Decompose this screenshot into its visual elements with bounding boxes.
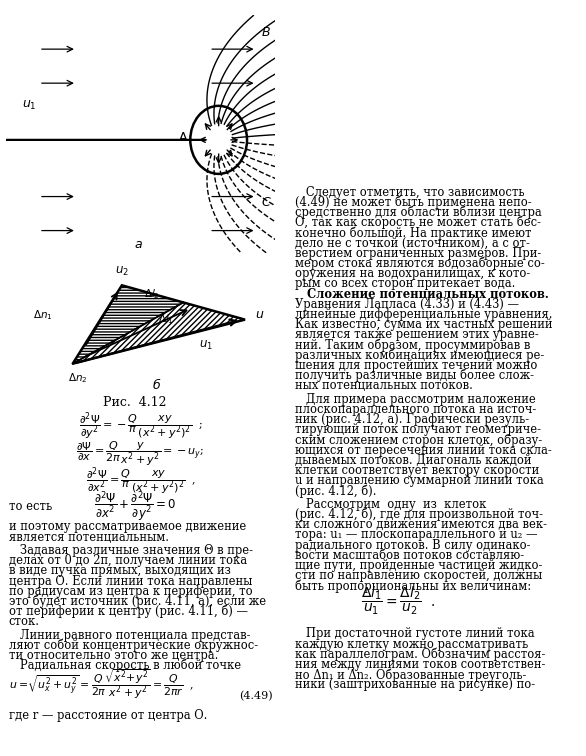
Text: и поэтому рассматриваемое движение: и поэтому рассматриваемое движение: [9, 520, 246, 534]
Text: вости масштабов потоков составляю-: вости масштабов потоков составляю-: [295, 549, 524, 562]
Text: получить различные виды более слож-: получить различные виды более слож-: [295, 369, 534, 383]
Text: ти относительно этого же центра.: ти относительно этого же центра.: [9, 649, 218, 662]
Text: (4.49) не может быть применена непо-: (4.49) не может быть применена непо-: [295, 196, 532, 209]
Text: (4.49): (4.49): [239, 691, 272, 702]
Text: Как известно, сумма их частных решений: Как известно, сумма их частных решений: [295, 318, 552, 331]
Text: тирующий поток получают геометриче-: тирующий поток получают геометриче-: [295, 423, 541, 436]
Text: $u_1$: $u_1$: [199, 339, 213, 352]
Text: линейные дифференциальные уравнения.: линейные дифференциальные уравнения.: [295, 308, 552, 321]
Text: Радиальная скорость в любой точке: Радиальная скорость в любой точке: [9, 659, 241, 673]
Text: $\dfrac{\partial^2\Psi}{\partial x^2}+\dfrac{\partial^2\Psi}{\partial y^2}=0$: $\dfrac{\partial^2\Psi}{\partial x^2}+\d…: [94, 489, 176, 524]
Text: ных потенциальных потоков.: ных потенциальных потоков.: [295, 380, 473, 392]
Text: щие пути, пройденные частицей жидко-: щие пути, пройденные частицей жидко-: [295, 559, 542, 572]
Text: C: C: [261, 196, 270, 209]
Text: делах от 0 до 2π, получаем линии тока: делах от 0 до 2π, получаем линии тока: [9, 554, 247, 567]
Text: плоскопараллельного потока на источ-: плоскопараллельного потока на источ-: [295, 403, 536, 416]
Text: При достаточной густоте линий тока: При достаточной густоте линий тока: [295, 627, 534, 640]
Text: а: а: [134, 238, 142, 251]
Text: $u$: $u$: [255, 308, 264, 321]
Polygon shape: [73, 285, 183, 364]
Text: О, так как скорость не может стать бес-: О, так как скорость не может стать бес-: [295, 216, 541, 229]
Text: ники (заштрихованные на рисунке) по-: ники (заштрихованные на рисунке) по-: [295, 678, 535, 692]
Text: Задавая различные значения Θ в пре-: Задавая различные значения Θ в пре-: [9, 544, 253, 557]
Text: Следует отметить, что зависимость: Следует отметить, что зависимость: [295, 185, 524, 199]
Text: $\Delta l_1$: $\Delta l_1$: [158, 311, 174, 326]
Text: Рис.  4.12: Рис. 4.12: [103, 396, 166, 409]
Text: $\Delta n_2$: $\Delta n_2$: [68, 371, 87, 386]
Text: б: б: [152, 380, 160, 392]
Text: как параллелограм. Обозначим расстоя-: как параллелограм. Обозначим расстоя-: [295, 648, 545, 661]
Text: является также решением этих уравне-: является также решением этих уравне-: [295, 328, 539, 342]
Text: быть пропорциональны их величинам:: быть пропорциональны их величинам:: [295, 579, 531, 593]
Text: A: A: [179, 131, 188, 144]
Text: $u_2$: $u_2$: [115, 265, 129, 278]
Polygon shape: [73, 302, 245, 364]
Text: Для примера рассмотрим наложение: Для примера рассмотрим наложение: [295, 392, 536, 406]
Text: радиального потоков. В силу одинако-: радиального потоков. В силу одинако-: [295, 539, 530, 552]
Text: в виде пучка прямых, выходящих из: в виде пучка прямых, выходящих из: [9, 564, 231, 578]
Text: дело не с точкой (источником), а с от-: дело не с точкой (источником), а с от-: [295, 237, 530, 249]
Text: ющихся от пересечения линий тока скла-: ющихся от пересечения линий тока скла-: [295, 444, 551, 457]
Text: различных комбинациях имеющиеся ре-: различных комбинациях имеющиеся ре-: [295, 349, 544, 362]
Text: $\dfrac{\partial^2\Psi}{\partial y^2}=-\dfrac{Q}{\pi}\dfrac{xy}{(x^2+y^2)^2}$  ;: $\dfrac{\partial^2\Psi}{\partial y^2}=-\…: [79, 411, 203, 442]
Text: средственно для области вблизи центра: средственно для области вблизи центра: [295, 206, 541, 219]
Text: клетки соответствует вектору скорости: клетки соответствует вектору скорости: [295, 464, 539, 477]
Text: (рис. 4.12, б), где для произвольной точ-: (рис. 4.12, б), где для произвольной точ…: [295, 508, 543, 522]
Text: Уравнения Лапласа (4.33) и (4.43) —: Уравнения Лапласа (4.33) и (4.43) —: [295, 298, 519, 311]
Text: от периферии к центру (рис. 4.11, б) —: от периферии к центру (рис. 4.11, б) —: [9, 605, 248, 618]
Text: ским сложением сторон клеток, образу-: ским сложением сторон клеток, образу-: [295, 433, 542, 447]
Text: является потенциальным.: является потенциальным.: [9, 531, 169, 544]
Text: каждую клетку можно рассматривать: каждую клетку можно рассматривать: [295, 637, 528, 651]
Text: центра О. Если линии тока направлены: центра О. Если линии тока направлены: [9, 575, 252, 587]
Text: ки сложного движения имеются два век-: ки сложного движения имеются два век-: [295, 519, 547, 531]
Text: ник (рис. 4.12, а). Графически резуль-: ник (рис. 4.12, а). Графически резуль-: [295, 413, 529, 426]
Text: оружения на водохранилищах, к кото-: оружения на водохранилищах, к кото-: [295, 267, 530, 280]
Text: конечно большой. На практике имеют: конечно большой. На практике имеют: [295, 226, 532, 240]
Text: рым со всех сторон притекает вода.: рым со всех сторон притекает вода.: [295, 277, 515, 290]
Text: где r — расстояние от центра О.: где r — расстояние от центра О.: [9, 709, 207, 722]
Text: $\dfrac{\partial\Psi}{\partial x}=\dfrac{Q}{2\pi}\dfrac{y}{x^2+y^2}=-u_y$;: $\dfrac{\partial\Psi}{\partial x}=\dfrac…: [77, 439, 205, 468]
Text: $\dfrac{\partial^2\Psi}{\partial x^2}=\dfrac{Q}{\pi}\dfrac{xy}{(x^2+y^2)^2}$  ,: $\dfrac{\partial^2\Psi}{\partial x^2}=\d…: [86, 465, 196, 497]
Text: $u_1$: $u_1$: [22, 99, 37, 113]
Text: Линии равного потенциала представ-: Линии равного потенциала представ-: [9, 629, 250, 642]
Text: шения для простейших течений можно: шения для простейших течений можно: [295, 359, 537, 372]
Text: мером стока являются водозаборные со-: мером стока являются водозаборные со-: [295, 257, 544, 270]
Text: Сложение потенциальных потоков.: Сложение потенциальных потоков.: [295, 287, 548, 301]
Text: $\Delta l_2$: $\Delta l_2$: [144, 287, 159, 301]
Text: верстием ограниченных размеров. При-: верстием ограниченных размеров. При-: [295, 246, 541, 260]
Text: по радиусам из центра к периферии, то: по радиусам из центра к периферии, то: [9, 584, 253, 598]
Text: $u=\!\sqrt{u_x^2+u_y^2}=\dfrac{Q}{2\pi}\dfrac{\!\sqrt{x^2\!+\!y^2}}{x^2+y^2}=\df: $u=\!\sqrt{u_x^2+u_y^2}=\dfrac{Q}{2\pi}\…: [9, 668, 194, 701]
Text: это будет источник (рис. 4.11, а), если же: это будет источник (рис. 4.11, а), если …: [9, 595, 266, 608]
Text: u и направлению суммарной линии тока: u и направлению суммарной линии тока: [295, 474, 543, 488]
Text: Рассмотрим  одну  из  клеток: Рассмотрим одну из клеток: [295, 498, 486, 511]
Text: сток.: сток.: [9, 615, 40, 628]
Text: B: B: [262, 26, 270, 39]
Text: $\dfrac{\Delta l_1}{u_1}=\dfrac{\Delta l_2}{u_2}$  .: $\dfrac{\Delta l_1}{u_1}=\dfrac{\Delta l…: [362, 585, 435, 618]
Text: сти по направлению скоростей, должны: сти по направлению скоростей, должны: [295, 569, 542, 582]
Text: ния между линиями токов соответствен-: ния между линиями токов соответствен-: [295, 658, 545, 671]
Text: ляют собой концентрические окружнос-: ляют собой концентрические окружнос-: [9, 639, 258, 652]
Text: тора: u₁ — плоскопараллельного и u₂ —: тора: u₁ — плоскопараллельного и u₂ —: [295, 528, 537, 541]
Text: (рис. 4.12, б).: (рис. 4.12, б).: [295, 485, 376, 497]
Text: $\Delta n_1$: $\Delta n_1$: [33, 308, 53, 321]
Text: ний. Таким образом, просуммировав в: ний. Таким образом, просуммировав в: [295, 339, 530, 352]
Text: дываемых потоков. Диагональ каждой: дываемых потоков. Диагональ каждой: [295, 454, 532, 467]
Text: но Δn₁ и Δn₂. Образованные треуголь-: но Δn₁ и Δn₂. Образованные треуголь-: [295, 668, 526, 681]
Text: то есть: то есть: [9, 500, 52, 513]
